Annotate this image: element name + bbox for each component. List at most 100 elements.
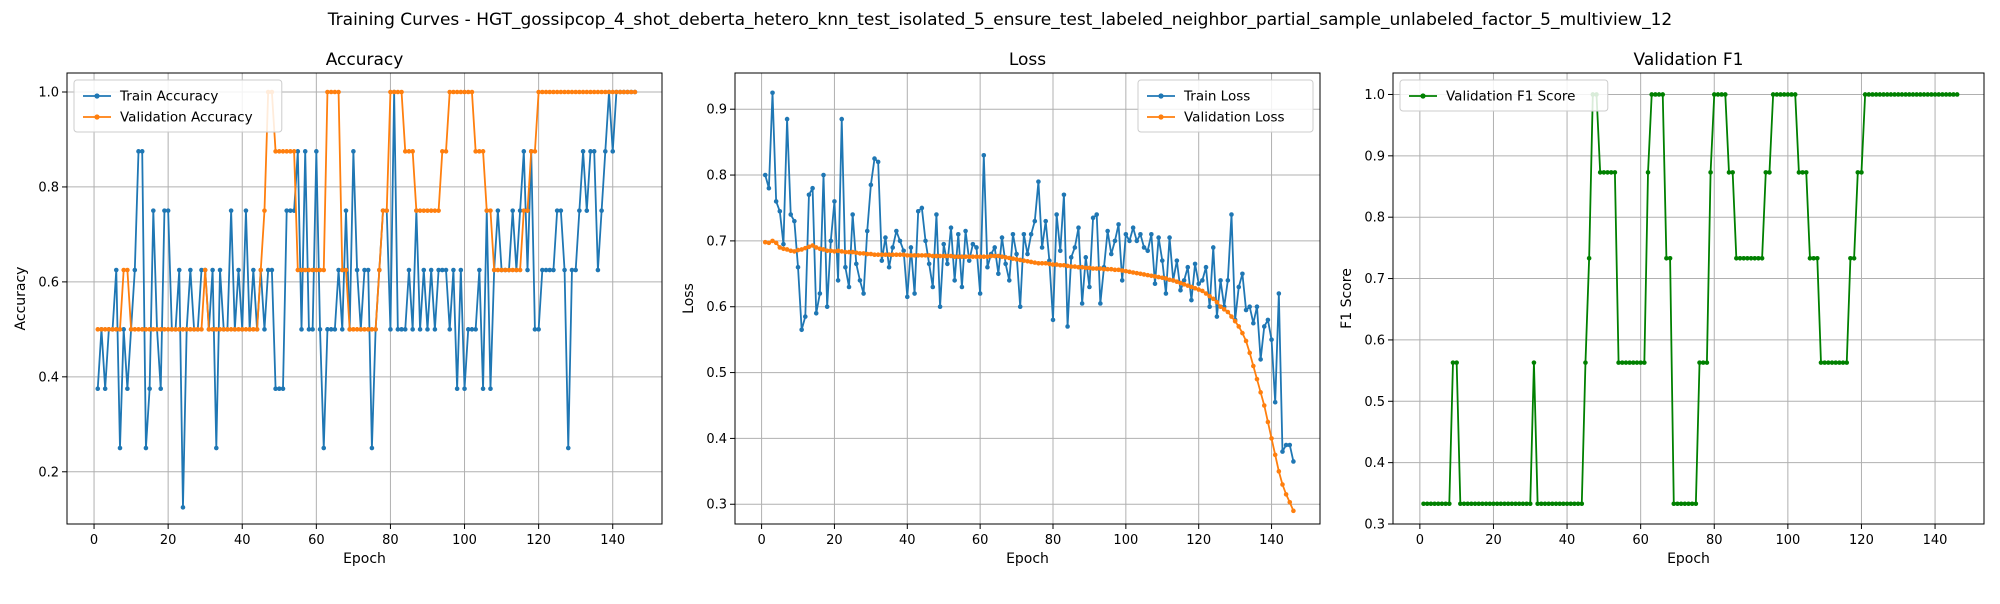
train-accuracy-point: [443, 267, 449, 273]
train-loss-point: [1134, 238, 1140, 244]
validation-loss-point: [1116, 267, 1121, 273]
validation-accuracy-point: [228, 327, 234, 332]
validation-accuracy-point: [291, 149, 297, 154]
train-accuracy-point: [280, 386, 286, 392]
validation-f1-score-point: [1704, 360, 1710, 365]
legend-marker: [1158, 93, 1164, 99]
validation-accuracy-point: [406, 149, 412, 154]
validation-f1-score-point: [1943, 92, 1949, 97]
validation-f1-score-point: [1932, 92, 1938, 97]
validation-loss-point: [1123, 268, 1129, 274]
validation-loss-point: [843, 249, 848, 255]
validation-f1-score-point: [1811, 256, 1816, 261]
validation-loss-point: [999, 254, 1005, 259]
train-loss-point: [1240, 271, 1245, 277]
train-loss-point: [1047, 258, 1052, 263]
train-loss-point: [897, 238, 903, 244]
validation-f1-score-point: [1443, 501, 1448, 507]
validation-f1-score-point: [1848, 256, 1853, 261]
validation-f1-grid: [1393, 73, 1984, 525]
validation-f1-score-point: [1726, 170, 1732, 175]
validation-accuracy-point: [125, 267, 130, 273]
train-accuracy-point: [447, 327, 453, 332]
validation-loss-point: [1105, 266, 1110, 272]
validation-f1-score-point: [1678, 501, 1684, 507]
train-accuracy-point: [477, 267, 482, 273]
validation-accuracy-point: [176, 327, 182, 332]
validation-f1-score-point: [1631, 360, 1636, 365]
validation-f1-score-point: [1925, 92, 1930, 97]
train-loss-point: [923, 238, 928, 244]
legend-marker: [1420, 93, 1426, 99]
train-accuracy-point: [569, 267, 575, 273]
validation-loss-point: [1130, 270, 1136, 275]
train-loss-point: [1276, 291, 1282, 296]
train-accuracy-point: [95, 386, 101, 392]
validation-accuracy-point: [388, 89, 393, 95]
train-loss-point: [1079, 301, 1085, 306]
validation-f1-score-point: [1818, 360, 1824, 365]
validation-loss-point: [934, 253, 939, 259]
train-loss-point: [1178, 287, 1183, 293]
validation-accuracy-point: [214, 327, 219, 332]
train-loss-point: [1280, 449, 1285, 454]
validation-loss-point: [1174, 279, 1180, 285]
train-accuracy-point: [610, 149, 616, 154]
train-loss-point: [1189, 297, 1194, 303]
train-loss-point: [1130, 225, 1136, 231]
validation-loss-point: [1079, 264, 1085, 270]
validation-accuracy-point: [421, 208, 427, 213]
validation-f1-score-point: [1483, 501, 1489, 507]
train-accuracy-point: [328, 327, 334, 332]
validation-f1-score-point: [1730, 170, 1735, 175]
validation-accuracy-point: [121, 267, 126, 273]
validation-accuracy-point: [206, 327, 212, 332]
train-loss-point: [875, 159, 881, 165]
validation-f1-score-point: [1907, 92, 1912, 97]
train-loss-point: [850, 212, 855, 217]
validation-accuracy-point: [195, 327, 201, 332]
x-tick-label: 40: [1559, 533, 1576, 548]
train-accuracy-point: [317, 327, 323, 332]
validation-accuracy-point: [402, 149, 408, 154]
validation-f1-score-point: [1870, 92, 1875, 97]
train-accuracy-point: [314, 149, 319, 154]
validation-accuracy-point: [395, 89, 401, 95]
validation-loss-point: [988, 253, 994, 259]
validation-loss-point: [850, 249, 855, 255]
legend-entry: Train Loss: [1183, 89, 1250, 105]
train-loss-point: [992, 245, 998, 250]
validation-f1-score-point: [1667, 256, 1673, 261]
validation-loss-point: [1039, 260, 1045, 266]
validation-loss-point: [977, 254, 983, 259]
validation-loss-point: [1229, 314, 1234, 319]
validation-accuracy-point: [610, 89, 616, 95]
validation-accuracy-point: [347, 327, 352, 332]
train-loss-point: [806, 192, 812, 198]
validation-loss-point: [861, 251, 866, 256]
train-loss-point: [784, 116, 790, 122]
train-loss-point: [1039, 245, 1045, 250]
train-loss-point: [1105, 228, 1110, 234]
train-accuracy-point: [532, 327, 538, 332]
train-accuracy-point: [354, 267, 360, 273]
validation-f1-score-point: [1866, 92, 1872, 97]
train-loss-point: [996, 271, 1001, 277]
validation-f1-score-point: [1734, 256, 1739, 261]
validation-loss-point: [1261, 403, 1267, 408]
validation-loss-point: [912, 253, 917, 258]
train-accuracy-point: [425, 327, 430, 332]
validation-accuracy-point: [128, 327, 134, 332]
validation-f1-score-point: [1899, 92, 1905, 97]
validation-f1-score-point: [1708, 170, 1713, 175]
validation-f1-score-point: [1616, 360, 1621, 365]
train-accuracy-point: [540, 267, 545, 273]
validation-loss-point: [945, 253, 950, 259]
train-accuracy-point: [591, 149, 597, 154]
validation-f1-score-point: [1759, 256, 1765, 261]
train-loss-point: [1272, 399, 1278, 405]
train-loss-point: [839, 116, 845, 122]
y-tick-label: 0.8: [38, 180, 59, 195]
validation-loss-point: [1185, 283, 1191, 288]
validation-f1-score-point: [1829, 360, 1835, 365]
